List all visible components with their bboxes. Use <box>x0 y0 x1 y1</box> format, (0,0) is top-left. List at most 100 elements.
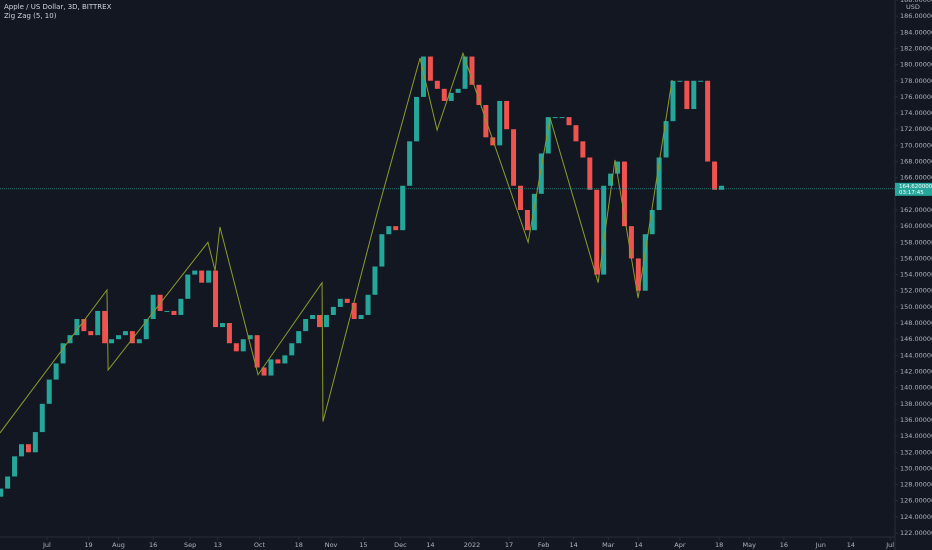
candle <box>247 335 253 340</box>
candle <box>219 323 225 328</box>
x-tick-label: 14 <box>634 541 642 549</box>
x-tick-label: 18 <box>715 541 723 549</box>
candle <box>53 363 59 380</box>
plot <box>0 51 724 497</box>
candle <box>81 319 87 332</box>
candle <box>566 117 572 126</box>
candle <box>462 56 468 89</box>
x-tick-label: 17 <box>505 541 513 549</box>
y-tick-label: 124.00000000 <box>900 513 932 521</box>
candle <box>365 294 371 315</box>
candle <box>303 319 309 332</box>
y-tick-label: 160.00000000 <box>900 222 932 230</box>
candle <box>12 456 18 477</box>
y-tick-label: 156.00000000 <box>900 254 932 262</box>
candle <box>254 335 260 368</box>
candle <box>192 270 198 275</box>
candle <box>268 359 274 376</box>
currency: USD <box>906 3 920 11</box>
y-tick-label: 130.00000000 <box>900 464 932 472</box>
candle <box>129 331 135 344</box>
candle <box>573 125 579 142</box>
candle <box>705 80 711 162</box>
candle <box>427 56 433 81</box>
x-tick-label: 18 <box>295 541 303 549</box>
candle <box>261 367 267 376</box>
candle <box>358 314 364 320</box>
y-tick-label: 142.00000000 <box>900 368 932 376</box>
candle <box>233 343 239 352</box>
x-tick-label: 16 <box>780 541 788 549</box>
x-tick-label: Feb <box>538 541 550 549</box>
candle <box>240 339 246 352</box>
x-tick-label: Oct <box>254 541 266 549</box>
candle <box>323 314 329 328</box>
candle <box>337 298 343 307</box>
x-tick-label: 14 <box>847 541 855 549</box>
candle <box>289 343 295 356</box>
candle <box>46 379 52 404</box>
x-tick-label: Apr <box>674 541 686 549</box>
candle <box>122 331 128 336</box>
chart-title: Apple / US Dollar, 3D, BITTREX <box>4 3 112 11</box>
candle <box>469 56 475 85</box>
y-tick-label: 154.00000000 <box>900 271 932 279</box>
candle <box>400 185 406 231</box>
candle <box>621 161 627 227</box>
candle <box>372 266 378 295</box>
y-tick-label: 134.00000000 <box>900 432 932 440</box>
candle <box>74 319 80 336</box>
x-tick-label: Dec <box>394 541 407 549</box>
x-tick-label: Jul <box>42 541 51 549</box>
candle <box>712 161 718 190</box>
candle <box>649 209 655 235</box>
candle <box>531 193 537 231</box>
candle <box>310 314 316 320</box>
candle <box>642 234 648 291</box>
candle <box>213 270 219 328</box>
candle <box>60 343 66 364</box>
x-tick-label: 14 <box>426 541 434 549</box>
candle <box>663 121 669 158</box>
x-tick-label: 16 <box>149 541 157 549</box>
candle <box>379 234 385 267</box>
candle <box>226 323 232 344</box>
x-tick-label: Mar <box>602 541 615 549</box>
candle <box>95 310 101 336</box>
candle <box>164 310 170 312</box>
candle <box>656 157 662 210</box>
y-tick-label: 122.00000000 <box>900 529 932 537</box>
candle <box>580 141 586 158</box>
y-tick-label: 140.00000000 <box>900 384 932 392</box>
y-tick-label: 186.00000000 <box>900 12 932 20</box>
last-price-label: 164.62000000 <box>899 184 932 190</box>
candle <box>628 226 634 259</box>
y-tick-label: 136.00000000 <box>900 416 932 424</box>
candle <box>136 339 142 344</box>
x-tick-label: 13 <box>214 541 222 549</box>
y-tick-label: 176.00000000 <box>900 93 932 101</box>
candle <box>719 185 724 190</box>
y-tick-label: 178.00000000 <box>900 77 932 85</box>
candle <box>282 355 288 364</box>
candle <box>497 100 503 146</box>
y-tick-label: 182.00000000 <box>900 44 932 52</box>
x-tick-label: Sep <box>184 541 196 549</box>
x-tick-label: Jul <box>885 541 894 549</box>
zigzag-line <box>0 51 673 434</box>
candle <box>88 331 94 336</box>
x-tick-label: 19 <box>84 541 92 549</box>
candle <box>109 339 115 344</box>
candle <box>275 359 281 364</box>
candle <box>317 314 323 328</box>
candle <box>587 157 593 190</box>
y-tick-label: 150.00000000 <box>900 303 932 311</box>
y-tick-label: 144.00000000 <box>900 351 932 359</box>
y-tick-label: 166.00000000 <box>900 174 932 182</box>
candle <box>18 444 24 457</box>
candle <box>545 117 551 154</box>
candle <box>143 319 149 340</box>
candle <box>25 444 31 453</box>
candle <box>594 189 600 275</box>
